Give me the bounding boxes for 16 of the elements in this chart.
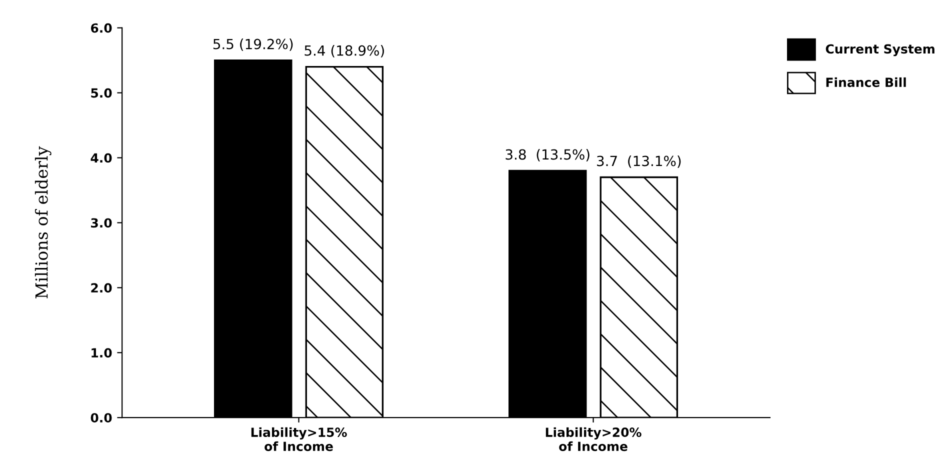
legend-label: Current System [826, 44, 934, 56]
data-label: 5.5 (19.2%) [213, 38, 293, 51]
x-tick-label: Liability>15% of Income [251, 427, 347, 452]
x-tick-label: Liability>20% of Income [546, 427, 642, 452]
y-tick-label: 3.0 [91, 218, 112, 228]
legend-label: Finance Bill [826, 77, 906, 88]
data-label: 5.4 (18.9%) [304, 45, 384, 58]
y-tick-label: 2.0 [91, 283, 112, 293]
y-tick-label: 1.0 [92, 348, 112, 358]
data-label: 3.7 (13.1%) [597, 155, 681, 168]
y-tick-label: 5.0 [91, 88, 112, 98]
data-label: 3.8 (13.5%) [506, 148, 590, 162]
y-tick-label: 0.0 [90, 413, 112, 423]
y-tick-label: 4.0 [90, 153, 112, 163]
y-tick-label: 6.0 [90, 23, 112, 33]
y-axis-title: Millions of elderly [34, 146, 52, 298]
